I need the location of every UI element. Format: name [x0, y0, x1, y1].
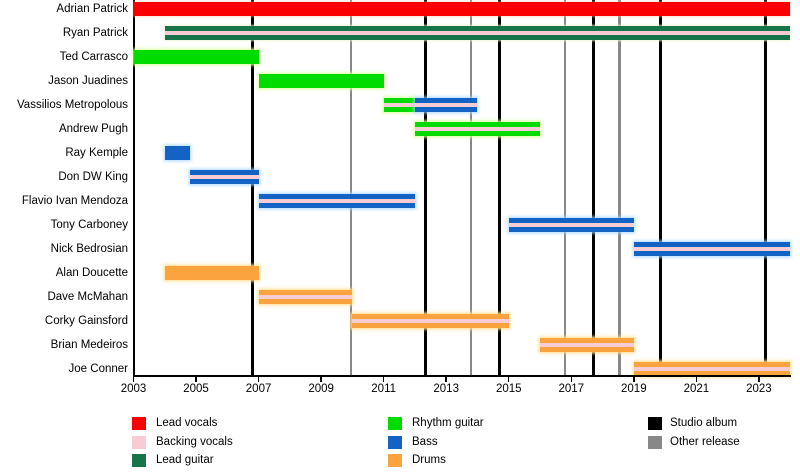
- legend-label: Rhythm guitar: [412, 417, 484, 429]
- member-label: Dave McMahan: [47, 291, 128, 303]
- member-label: Brian Medeiros: [50, 339, 128, 351]
- member-label: Nick Bedrosian: [50, 243, 128, 255]
- axis-tick: [132, 377, 135, 382]
- member-label: Vassilios Metropolous: [16, 99, 128, 111]
- legend-swatch-lead_guitar: [132, 454, 146, 467]
- member-bar: [633, 362, 791, 376]
- y-axis: [132, 0, 135, 376]
- other-release-line: [618, 0, 621, 375]
- backing-vocals-stripe: [352, 319, 509, 323]
- member-bar: [508, 218, 634, 232]
- axis-tick-label: 2023: [746, 383, 772, 395]
- backing-vocals-stripe: [508, 223, 634, 227]
- backing-vocals-stripe: [414, 103, 478, 107]
- member-label: Ted Carrasco: [59, 51, 128, 63]
- other-release-line: [469, 0, 473, 375]
- legend-swatch-other_release: [648, 435, 662, 449]
- member-label: Ray Kemple: [65, 147, 128, 159]
- backing-vocals-stripe: [414, 127, 540, 131]
- backing-vocals-stripe: [189, 175, 259, 179]
- member-bar: [540, 338, 634, 352]
- member-label: Alan Doucette: [55, 267, 128, 279]
- member-bar: [189, 170, 259, 184]
- member-bar: [133, 50, 259, 64]
- legend-label: Other release: [670, 435, 740, 448]
- legend-swatch-lead_vocals: [132, 417, 146, 430]
- legend-label: Studio album: [670, 417, 738, 429]
- member-label: Flavio Ivan Mendoza: [21, 195, 128, 207]
- axis-tick-label: 2007: [245, 383, 272, 395]
- member-bar: [414, 122, 540, 136]
- axis-tick-label: 2003: [120, 383, 147, 395]
- backing-vocals-stripe: [383, 103, 415, 107]
- backing-vocals-stripe: [540, 343, 634, 347]
- legend-label: Backing vocals: [156, 435, 233, 448]
- member-bar: [164, 26, 791, 40]
- studio-album-line: [424, 0, 428, 375]
- legend-swatch-bass: [388, 435, 402, 449]
- member-bar: [352, 314, 509, 328]
- member-bar: [258, 290, 353, 304]
- studio-album-line: [250, 0, 254, 375]
- axis-tick-label: 2013: [433, 383, 459, 395]
- axis-tick: [257, 377, 260, 382]
- member-bar: [164, 266, 259, 280]
- member-label: Corky Gainsford: [44, 315, 128, 327]
- backing-vocals-stripe: [258, 199, 415, 203]
- member-bar: [258, 74, 384, 88]
- axis-tick-label: 2011: [371, 383, 397, 395]
- member-label: Andrew Pugh: [58, 123, 128, 135]
- axis-tick-label: 2015: [495, 383, 522, 395]
- other-release-line: [349, 0, 353, 375]
- member-bar: [258, 194, 415, 208]
- legend-label: Lead vocals: [156, 417, 218, 429]
- axis-tick: [195, 377, 197, 382]
- member-label: Adrian Patrick: [56, 3, 128, 15]
- studio-album-line: [763, 0, 767, 375]
- member-label: Joe Conner: [68, 363, 128, 375]
- studio-album-line: [497, 0, 501, 375]
- member-label: Tony Carboney: [50, 219, 128, 231]
- axis-tick: [320, 377, 322, 382]
- axis-tick-label: 2009: [308, 383, 334, 395]
- axis-tick: [695, 377, 698, 382]
- other-release-line: [563, 0, 567, 375]
- member-bar: [383, 98, 415, 112]
- member-label: Ryan Patrick: [62, 27, 128, 39]
- studio-album-line: [658, 0, 662, 375]
- backing-vocals-stripe: [164, 31, 791, 35]
- axis-tick-label: 2021: [683, 383, 710, 395]
- legend-label: Lead guitar: [156, 454, 214, 466]
- axis-tick: [445, 377, 447, 382]
- member-label: Jason Juadines: [48, 75, 128, 87]
- axis-tick: [570, 377, 573, 382]
- axis-tick: [382, 377, 385, 382]
- member-bar: [164, 146, 190, 160]
- member-bar: [633, 242, 791, 256]
- legend-swatch-backing_vocals: [132, 435, 146, 449]
- member-label: Don DW King: [58, 171, 128, 183]
- studio-album-line: [591, 0, 595, 375]
- axis-tick-label: 2005: [183, 383, 209, 395]
- axis-tick-label: 2017: [558, 383, 585, 395]
- axis-tick-label: 2019: [621, 383, 647, 395]
- legend-label: Bass: [412, 435, 438, 448]
- backing-vocals-stripe: [633, 367, 791, 371]
- x-axis: [132, 375, 792, 377]
- legend-swatch-drums: [388, 454, 402, 467]
- backing-vocals-stripe: [258, 295, 353, 299]
- axis-tick: [633, 377, 635, 382]
- legend-swatch-studio_album: [648, 417, 662, 430]
- legend-label: Drums: [412, 454, 446, 466]
- legend-swatch-rhythm_guitar: [388, 417, 402, 430]
- member-bar: [133, 2, 791, 16]
- axis-tick: [507, 377, 510, 382]
- backing-vocals-stripe: [633, 247, 791, 251]
- axis-tick: [758, 377, 760, 382]
- member-bar: [414, 98, 478, 112]
